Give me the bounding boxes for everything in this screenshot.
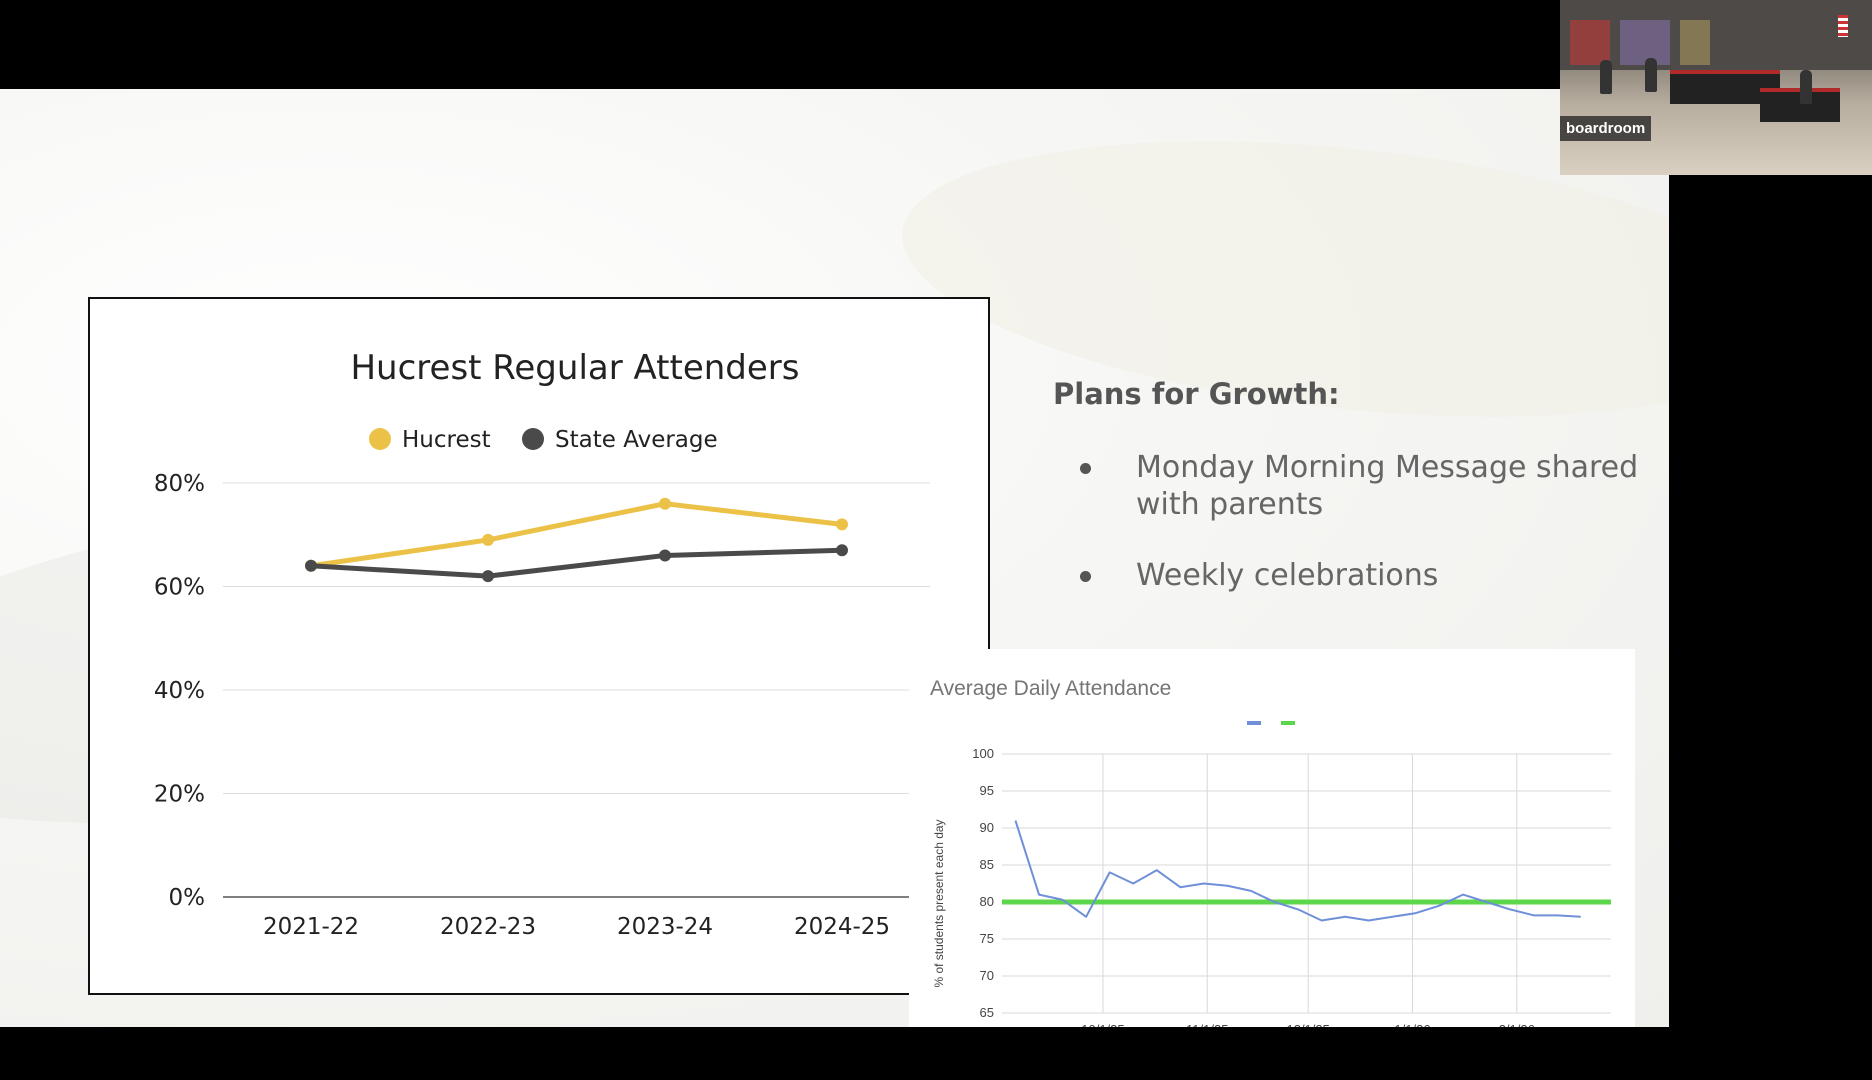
webcam-video-tile[interactable]: boardroom	[1560, 0, 1872, 175]
y-tick-label: 70	[980, 968, 994, 983]
regular-attenders-svg: Hucrest Regular Attenders Hucrest State Av…	[154, 348, 930, 940]
y-tick-label: 80	[980, 894, 994, 909]
chart-title: Average Daily Attendance	[930, 677, 1171, 700]
bullet-dot-icon	[1080, 571, 1091, 582]
flag-icon	[1838, 15, 1848, 37]
data-point	[659, 549, 671, 562]
legend-label: Hucrest	[402, 427, 491, 453]
y-tick-label: 20%	[154, 782, 205, 808]
average-daily-attendance-chart: Average Daily Attendance 65 70 75 80 85 90 95 10…	[909, 649, 1635, 1027]
legend-marker	[369, 428, 391, 450]
webcam-poster	[1680, 20, 1710, 65]
legend-marker	[522, 428, 544, 450]
y-tick-label: 95	[980, 783, 994, 798]
bullet-dot-icon	[1080, 463, 1091, 474]
y-tick-label: 75	[980, 931, 994, 946]
data-point	[305, 559, 317, 572]
x-tick-label: 2022-23	[440, 914, 536, 940]
y-tick-label: 90	[980, 820, 994, 835]
attendance-line	[1014, 820, 1581, 922]
series-line-state-average	[310, 547, 843, 579]
webcam-poster	[1620, 20, 1670, 65]
series-line-hucrest	[310, 501, 843, 569]
y-tick-label: 80%	[154, 471, 205, 497]
data-point	[482, 533, 494, 546]
webcam-person	[1800, 70, 1812, 104]
bullet-item: Monday Morning Message shared with paren…	[1080, 449, 1640, 523]
y-tick-label: 0%	[169, 885, 206, 911]
webcam-person	[1600, 60, 1612, 94]
growth-bullet-list: Monday Morning Message shared with paren…	[1080, 449, 1640, 628]
x-tick-label: 1/1/26	[1394, 1022, 1430, 1027]
data-point	[836, 518, 848, 531]
data-point	[836, 544, 848, 557]
webcam-label: boardroom	[1560, 116, 1652, 141]
x-tick-label: 2023-24	[617, 914, 713, 940]
x-tick-label: 10/1/25	[1081, 1022, 1124, 1027]
x-tick-label: 2021-22	[263, 914, 359, 940]
average-daily-attendance-svg: Average Daily Attendance 65 70 75 80 85 90 95 10…	[930, 677, 1611, 1027]
y-tick-label: 85	[980, 857, 994, 872]
data-point	[482, 570, 494, 583]
y-axis-label: % of students present each day	[932, 819, 946, 987]
legend-label: State Average	[555, 427, 718, 453]
growth-title: Plans for Growth:	[1053, 377, 1340, 411]
bullet-item: Weekly celebrations	[1080, 557, 1640, 594]
webcam-wall	[1560, 0, 1872, 70]
y-tick-label: 40%	[154, 678, 205, 704]
webcam-poster	[1570, 20, 1610, 65]
x-tick-label: 12/1/25	[1286, 1022, 1329, 1027]
x-tick-label: 2/1/26	[1499, 1022, 1535, 1027]
webcam-person	[1645, 58, 1657, 92]
x-tick-label: 2024-25	[794, 914, 890, 940]
regular-attenders-chart: Hucrest Regular Attenders Hucrest State Av…	[88, 297, 990, 995]
data-point	[659, 497, 671, 510]
x-tick-label: 11/1/25	[1186, 1022, 1228, 1027]
bullet-text: Weekly celebrations	[1136, 558, 1439, 593]
y-tick-label: 60%	[154, 575, 205, 601]
presentation-slide: Hucrest Regular Attenders Hucrest State Av…	[0, 89, 1669, 1027]
legend-swatch	[1247, 721, 1261, 725]
chart-title: Hucrest Regular Attenders	[350, 348, 799, 388]
y-tick-label: 100	[972, 746, 994, 761]
bullet-text: Monday Morning Message shared with paren…	[1136, 450, 1639, 522]
y-tick-label: 65	[980, 1005, 994, 1020]
legend-swatch	[1281, 721, 1295, 725]
